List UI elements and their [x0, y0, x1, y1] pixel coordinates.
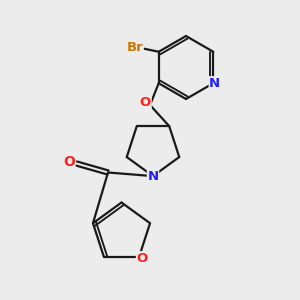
Text: N: N [147, 169, 159, 183]
Text: O: O [140, 96, 151, 109]
Text: O: O [63, 155, 75, 169]
Text: O: O [136, 252, 148, 265]
Text: N: N [209, 77, 220, 90]
Text: Br: Br [126, 41, 143, 54]
